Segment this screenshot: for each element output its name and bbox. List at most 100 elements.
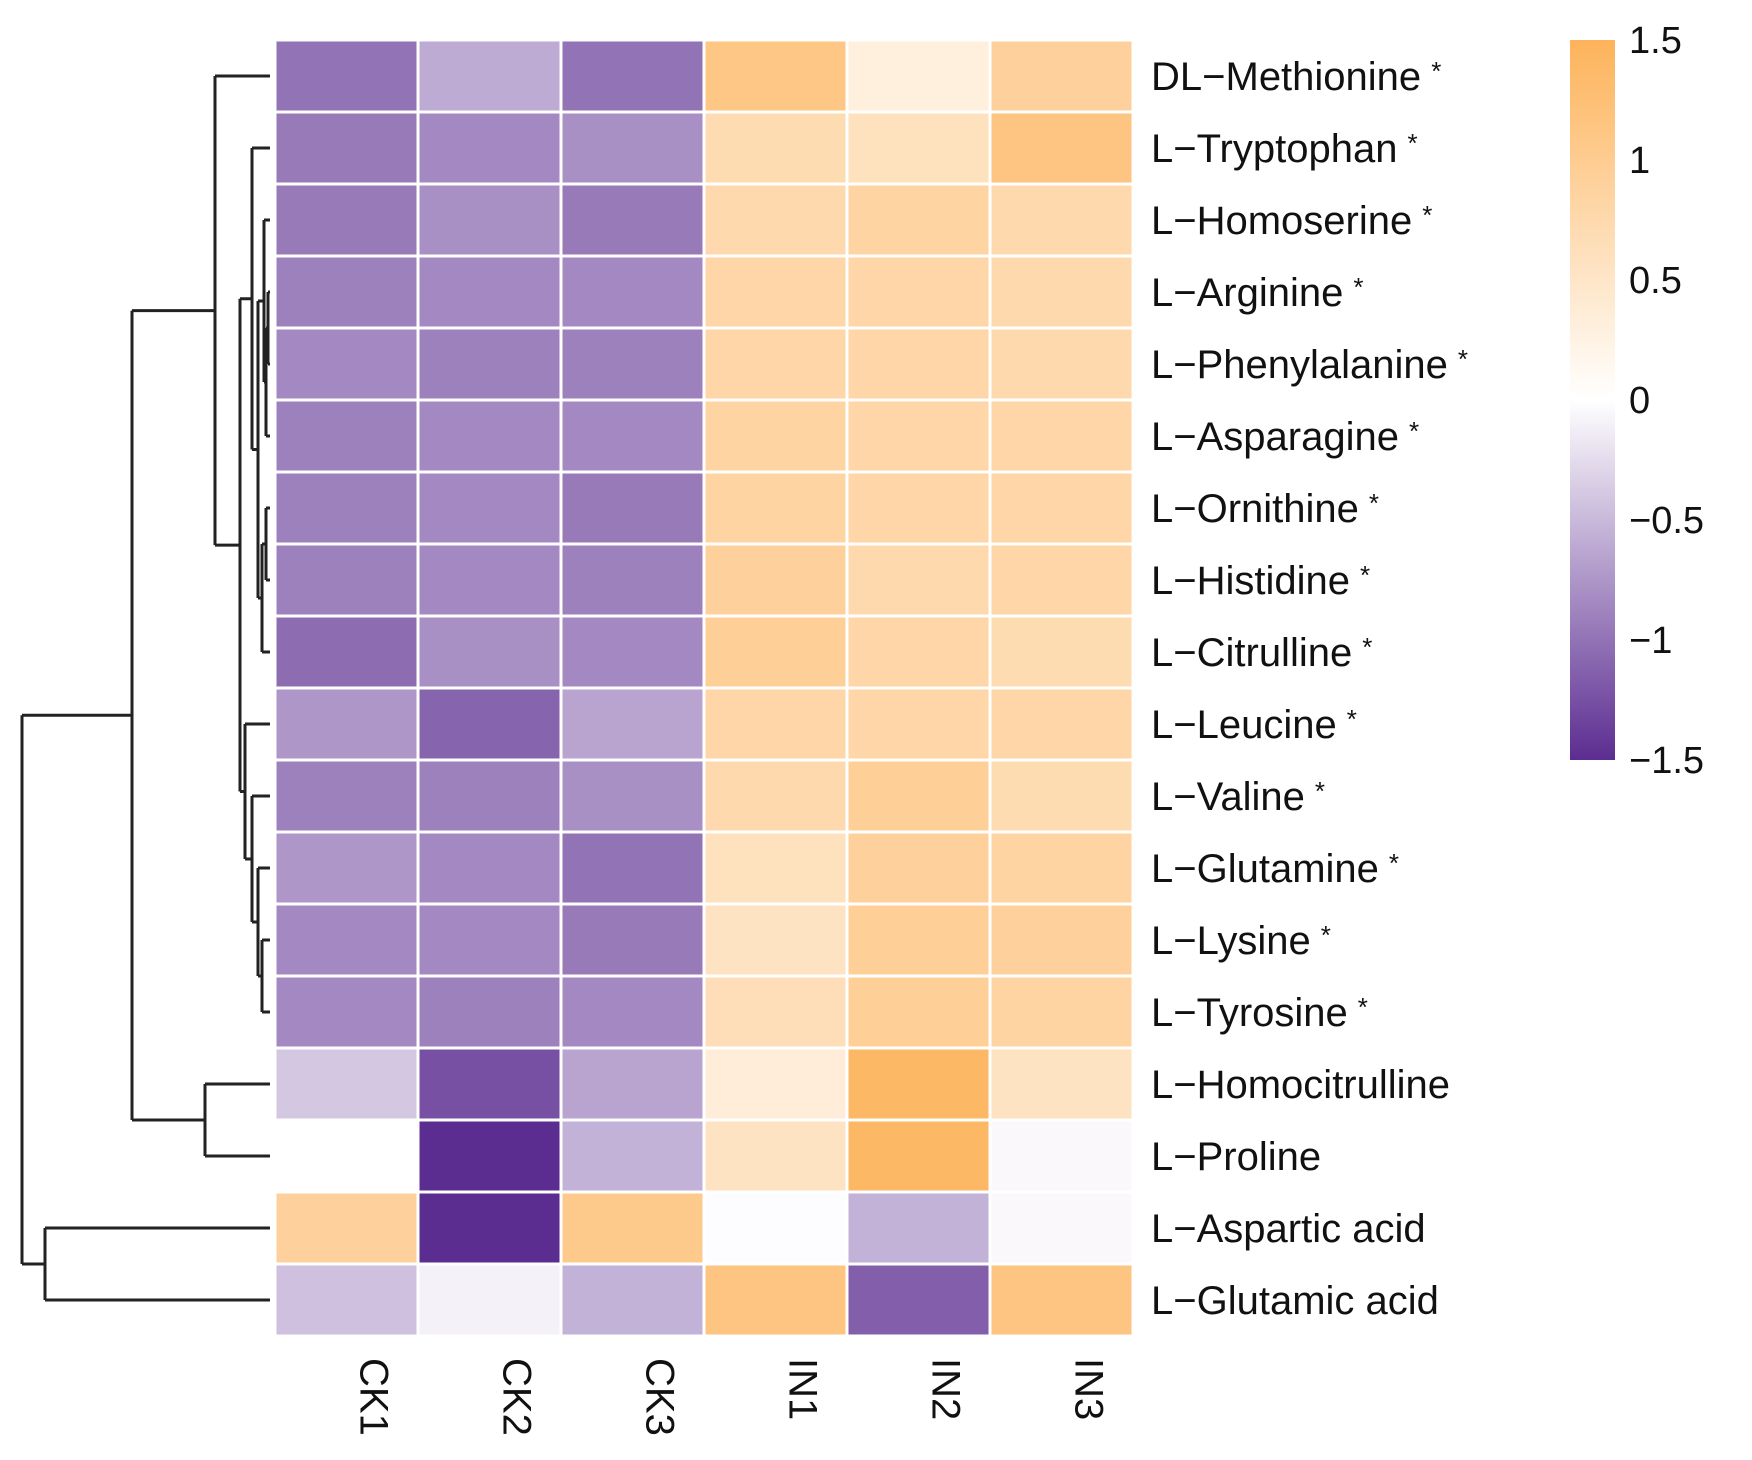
heatmap-cell <box>559 1118 706 1194</box>
heatmap-cell <box>702 1190 849 1266</box>
heatmap-cell <box>988 254 1135 330</box>
heatmap-cell <box>416 1262 563 1338</box>
heatmap-cell <box>845 470 992 546</box>
heatmap-cell <box>988 38 1135 114</box>
heatmap-cell <box>845 182 992 258</box>
heatmap-cells <box>273 38 1135 1338</box>
heatmap-cell <box>559 470 706 546</box>
row-label: L−Homoserine * <box>1151 199 1432 243</box>
heatmap-cell <box>845 398 992 474</box>
row-label: DL−Methionine * <box>1151 55 1441 99</box>
heatmap-cell <box>416 182 563 258</box>
heatmap-cell <box>988 110 1135 186</box>
heatmap-cell <box>273 326 420 402</box>
heatmap-cell <box>559 1046 706 1122</box>
column-label: IN3 <box>1067 1358 1111 1420</box>
heatmap-cell <box>845 1118 992 1194</box>
heatmap-cell <box>416 614 563 690</box>
heatmap-cell <box>416 974 563 1050</box>
heatmap-cell <box>416 542 563 618</box>
heatmap-cell <box>702 1262 849 1338</box>
heatmap-cell <box>559 830 706 906</box>
heatmap-cell <box>988 542 1135 618</box>
column-label: CK3 <box>638 1358 682 1436</box>
heatmap-cell <box>273 182 420 258</box>
heatmap-cell <box>273 974 420 1050</box>
heatmap-cell <box>416 470 563 546</box>
heatmap-cell <box>416 110 563 186</box>
heatmap-cell <box>273 542 420 618</box>
heatmap-cell <box>273 902 420 978</box>
colorbar-tick-label: −0.5 <box>1629 500 1704 542</box>
heatmap-cell <box>702 830 849 906</box>
row-label: L−Proline <box>1151 1135 1321 1179</box>
heatmap-cell <box>273 758 420 834</box>
heatmap-cell <box>273 1262 420 1338</box>
heatmap-cell <box>702 1046 849 1122</box>
row-label: L−Ornithine * <box>1151 487 1379 531</box>
heatmap-cell <box>273 38 420 114</box>
heatmap-cell <box>845 38 992 114</box>
column-labels: CK1 CK2 CK3 IN1 IN2 IN3 <box>352 1358 1111 1436</box>
colorbar-tick-label: −1 <box>1629 620 1672 662</box>
heatmap-cell <box>559 326 706 402</box>
heatmap-cell <box>416 1190 563 1266</box>
heatmap-cell <box>988 398 1135 474</box>
heatmap-cell <box>559 686 706 762</box>
heatmap-cell <box>416 902 563 978</box>
heatmap-cell <box>702 470 849 546</box>
column-label: CK1 <box>352 1358 396 1436</box>
heatmap-cell <box>845 686 992 762</box>
heatmap-cell <box>702 254 849 330</box>
heatmap-cell <box>702 542 849 618</box>
heatmap-cell <box>702 614 849 690</box>
heatmap-cell <box>416 830 563 906</box>
heatmap-cell <box>559 758 706 834</box>
heatmap-cell <box>988 182 1135 258</box>
heatmap-cell <box>559 38 706 114</box>
heatmap-cell <box>988 830 1135 906</box>
heatmap-cell <box>845 1262 992 1338</box>
row-label: L−Tryptophan * <box>1151 127 1418 171</box>
heatmap-cell <box>559 902 706 978</box>
heatmap-cell <box>702 686 849 762</box>
column-label: CK2 <box>495 1358 539 1436</box>
heatmap-cell <box>702 398 849 474</box>
heatmap-cell <box>273 1046 420 1122</box>
row-label: L−Arginine * <box>1151 271 1364 315</box>
heatmap-cell <box>416 686 563 762</box>
heatmap-cell <box>845 614 992 690</box>
heatmap-cell <box>273 614 420 690</box>
column-label: IN2 <box>924 1358 968 1420</box>
heatmap-cell <box>273 110 420 186</box>
heatmap-cell <box>845 830 992 906</box>
heatmap-cell <box>988 470 1135 546</box>
heatmap-cell <box>273 686 420 762</box>
heatmap-cell <box>845 758 992 834</box>
row-label: L−Glutamine * <box>1151 847 1399 891</box>
column-label: IN1 <box>781 1358 825 1420</box>
heatmap-cell <box>559 542 706 618</box>
colorbar-tick-label: 1.5 <box>1629 20 1682 62</box>
heatmap-cell <box>559 254 706 330</box>
heatmap-cell <box>559 1190 706 1266</box>
heatmap-cell <box>988 1118 1135 1194</box>
heatmap-cell <box>559 1262 706 1338</box>
colorbar-tick-label: 1 <box>1629 140 1650 182</box>
heatmap-cell <box>559 110 706 186</box>
heatmap-cell <box>273 1190 420 1266</box>
heatmap-cell <box>988 326 1135 402</box>
heatmap-cell <box>416 758 563 834</box>
row-label: L−Tyrosine * <box>1151 991 1368 1035</box>
heatmap-cell <box>988 1262 1135 1338</box>
heatmap-cell <box>988 974 1135 1050</box>
row-label: L−Histidine * <box>1151 559 1370 603</box>
heatmap-cell <box>416 38 563 114</box>
row-label: L−Homocitrulline <box>1151 1063 1450 1107</box>
heatmap-cell <box>988 686 1135 762</box>
heatmap-cell <box>559 974 706 1050</box>
heatmap-cell <box>845 974 992 1050</box>
color-legend: 1.5 1 0.5 0 −0.5 −1 −1.5 <box>1570 20 1704 782</box>
row-label: L−Leucine * <box>1151 703 1357 747</box>
row-dendrogram <box>20 74 270 1302</box>
